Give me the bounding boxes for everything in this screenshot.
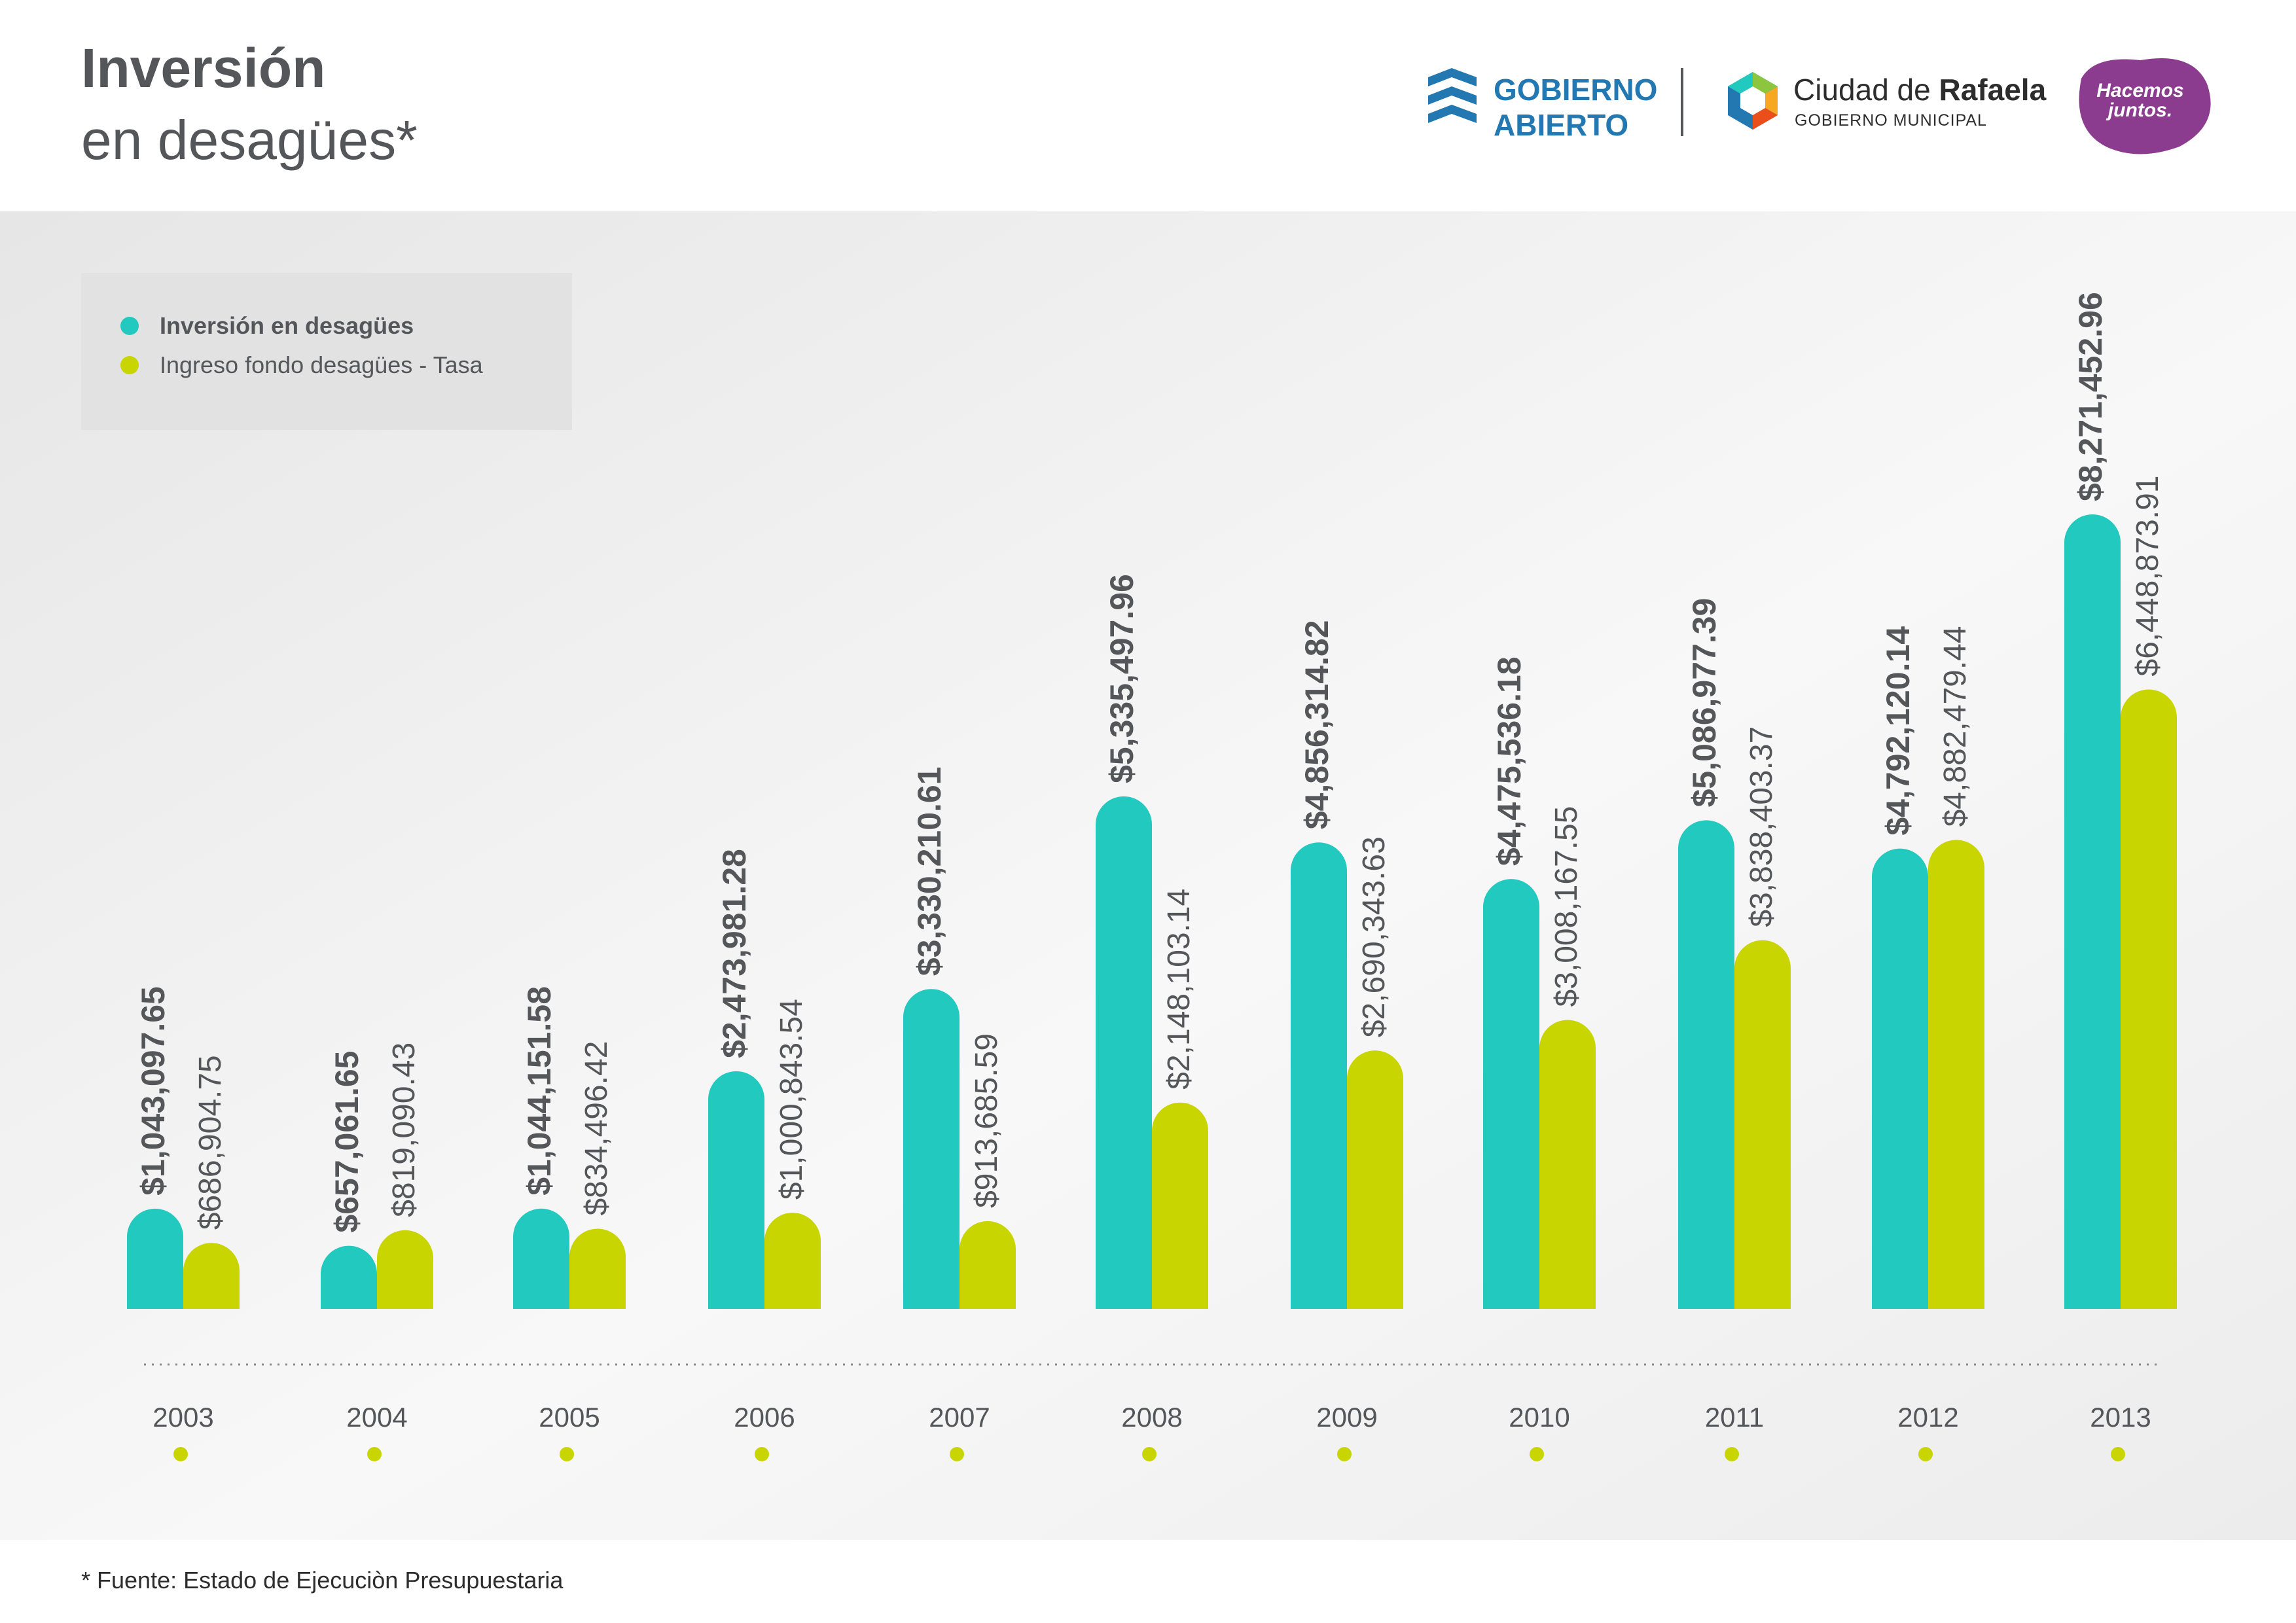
x-tick-label-2011: 2011 bbox=[1705, 1402, 1764, 1433]
data-label-series2-2003: $686,904.75 bbox=[193, 1055, 228, 1230]
ciudad-name: Rafaela bbox=[1939, 73, 2047, 107]
ciudad-prefix: Ciudad de bbox=[1793, 73, 1931, 107]
data-label-series2-2006: $1,000,843.54 bbox=[774, 999, 809, 1200]
x-tick-label-2012: 2012 bbox=[1897, 1402, 1958, 1433]
bar-series1-2007 bbox=[903, 989, 960, 1309]
legend-item-series2: Ingreso fondo desagües - Tasa bbox=[120, 351, 483, 379]
x-tick-marker-2008 bbox=[1142, 1447, 1157, 1461]
x-tick-label-2010: 2010 bbox=[1509, 1402, 1570, 1433]
page-title: Inversión bbox=[81, 37, 326, 99]
bar-series2-2004 bbox=[377, 1230, 433, 1309]
gobierno-abierto-logo-text: GOBIERNO ABIERTO bbox=[1494, 72, 1657, 143]
bar-series2-2011 bbox=[1734, 940, 1791, 1309]
gobierno-abierto-logo-icon bbox=[1428, 68, 1477, 123]
chart-legend: Inversión en desagües Ingreso fondo desa… bbox=[81, 273, 572, 430]
x-tick-label-2005: 2005 bbox=[539, 1402, 600, 1433]
bar-series1-2005 bbox=[513, 1208, 569, 1309]
bar-series1-2008 bbox=[1096, 796, 1152, 1309]
x-tick-marker-2009 bbox=[1337, 1447, 1352, 1461]
bar-series2-2012 bbox=[1928, 840, 1984, 1309]
ciudad-rafaela-subtitle: GOBIERNO MUNICIPAL bbox=[1795, 111, 1987, 130]
x-tick-marker-2007 bbox=[950, 1447, 964, 1461]
bar-series2-2005 bbox=[569, 1228, 626, 1309]
bar-series1-2012 bbox=[1872, 848, 1928, 1309]
data-label-series1-2007: $3,330,210.61 bbox=[911, 766, 948, 976]
data-label-series2-2004: $819,090.43 bbox=[387, 1043, 422, 1217]
data-label-series1-2005: $1,044,151.58 bbox=[521, 986, 558, 1196]
x-tick-marker-2006 bbox=[755, 1447, 769, 1461]
bar-series1-2011 bbox=[1678, 820, 1734, 1309]
legend-marker-series2 bbox=[120, 356, 139, 374]
hacemos-line1: Hacemos bbox=[2096, 80, 2184, 101]
x-tick-marker-2011 bbox=[1725, 1447, 1739, 1461]
x-tick-marker-2004 bbox=[367, 1447, 382, 1461]
data-label-series2-2005: $834,496.42 bbox=[579, 1041, 614, 1216]
gobierno-abierto-line2: ABIERTO bbox=[1494, 108, 1629, 143]
data-label-series1-2006: $2,473,981.28 bbox=[716, 849, 753, 1058]
ciudad-rafaela-name: Ciudad de Rafaela bbox=[1793, 75, 2046, 105]
data-label-series1-2004: $657,061.65 bbox=[329, 1051, 365, 1233]
data-label-series1-2003: $1,043,097.65 bbox=[135, 986, 171, 1196]
bar-series2-2013 bbox=[2121, 689, 2177, 1309]
x-tick-label-2009: 2009 bbox=[1316, 1402, 1377, 1433]
gobierno-abierto-line1: GOBIERNO bbox=[1494, 73, 1658, 107]
data-label-series2-2012: $4,882,479.44 bbox=[1938, 626, 1973, 827]
data-label-series1-2010: $4,475,536.18 bbox=[1491, 656, 1528, 866]
legend-label-series1: Inversión en desagües bbox=[160, 312, 414, 339]
x-tick-marker-2005 bbox=[560, 1447, 574, 1461]
bar-series1-2010 bbox=[1483, 879, 1539, 1309]
source-footnote: * Fuente: Estado de Ejecuciòn Presupuest… bbox=[81, 1567, 564, 1594]
bar-series2-2003 bbox=[183, 1243, 240, 1309]
data-label-series2-2007: $913,685.59 bbox=[969, 1033, 1004, 1208]
x-tick-label-2013: 2013 bbox=[2090, 1402, 2151, 1433]
x-tick-marker-2010 bbox=[1530, 1447, 1544, 1461]
data-label-series2-2011: $3,838,403.37 bbox=[1744, 726, 1779, 927]
legend-marker-series1 bbox=[120, 317, 139, 335]
data-label-series2-2009: $2,690,343.63 bbox=[1357, 836, 1391, 1037]
header-logos: GOBIERNO ABIERTO Ciudad de Rafaela GOBIE… bbox=[1414, 46, 2219, 164]
data-label-series1-2011: $5,086,977.39 bbox=[1686, 598, 1723, 808]
x-tick-label-2003: 2003 bbox=[152, 1402, 213, 1433]
logo-divider bbox=[1681, 68, 1683, 136]
bar-series1-2013 bbox=[2064, 514, 2121, 1309]
bar-series1-2004 bbox=[321, 1245, 377, 1309]
legend-item-series1: Inversión en desagües bbox=[120, 312, 414, 340]
x-tick-label-2004: 2004 bbox=[346, 1402, 407, 1433]
legend-label-series2: Ingreso fondo desagües - Tasa bbox=[160, 351, 483, 378]
bar-series2-2008 bbox=[1152, 1102, 1208, 1309]
data-label-series1-2013: $8,271,452.96 bbox=[2072, 292, 2109, 501]
hacemos-line2: juntos. bbox=[2108, 99, 2173, 121]
data-label-series2-2013: $6,448,873.91 bbox=[2130, 476, 2165, 677]
ciudad-rafaela-logo-icon bbox=[1728, 72, 1778, 130]
data-label-series2-2008: $2,148,103.14 bbox=[1162, 889, 1196, 1090]
data-label-series1-2009: $4,856,314.82 bbox=[1299, 620, 1335, 829]
hacemos-juntos-logo-icon bbox=[2079, 58, 2211, 154]
bar-series2-2007 bbox=[960, 1221, 1016, 1309]
x-tick-label-2008: 2008 bbox=[1121, 1402, 1182, 1433]
x-tick-label-2006: 2006 bbox=[734, 1402, 795, 1433]
data-label-series2-2010: $3,008,167.55 bbox=[1549, 806, 1584, 1007]
bar-series2-2009 bbox=[1347, 1050, 1403, 1309]
x-tick-marker-2012 bbox=[1918, 1447, 1933, 1461]
bar-series2-2010 bbox=[1539, 1020, 1596, 1309]
page-subtitle: en desagües* bbox=[81, 109, 418, 171]
bar-series2-2006 bbox=[764, 1213, 821, 1309]
bar-series1-2003 bbox=[127, 1208, 183, 1309]
data-label-series1-2012: $4,792,120.14 bbox=[1880, 626, 1916, 836]
hacemos-juntos-logo-text: Hacemos juntos. bbox=[2075, 81, 2206, 120]
bar-series1-2009 bbox=[1291, 842, 1347, 1309]
x-tick-marker-2003 bbox=[173, 1447, 188, 1461]
data-label-series1-2008: $5,335,497.96 bbox=[1103, 574, 1140, 783]
x-tick-label-2007: 2007 bbox=[929, 1402, 990, 1433]
x-tick-marker-2013 bbox=[2111, 1447, 2125, 1461]
bar-series1-2006 bbox=[708, 1071, 764, 1309]
